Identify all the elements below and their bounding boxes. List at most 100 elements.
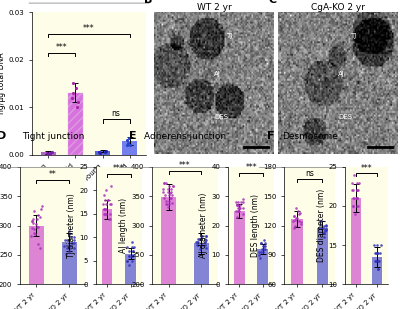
Y-axis label: DES diameter (nm): DES diameter (nm) — [317, 189, 326, 262]
Point — [203, 238, 210, 243]
Point — [103, 202, 109, 207]
Point — [105, 197, 111, 202]
Point — [291, 213, 297, 218]
Point — [35, 225, 42, 230]
Point — [124, 258, 130, 263]
Point — [161, 181, 167, 186]
Point — [108, 183, 114, 188]
Point — [234, 203, 241, 208]
Point — [292, 205, 299, 210]
Point — [164, 190, 171, 195]
Point — [38, 204, 45, 209]
Point — [129, 244, 135, 249]
Bar — [122, 141, 137, 154]
Point — [126, 263, 132, 268]
Text: E: E — [129, 131, 137, 141]
Point — [128, 239, 135, 244]
Bar — [41, 152, 56, 154]
Point — [64, 237, 70, 242]
Point — [235, 200, 241, 205]
Point — [234, 214, 240, 219]
Point — [320, 231, 326, 236]
Point — [36, 214, 43, 219]
Point — [130, 249, 136, 254]
Point — [161, 181, 168, 186]
Point — [197, 234, 204, 239]
Point — [73, 86, 80, 91]
Point — [318, 225, 324, 230]
Point — [295, 211, 302, 216]
Point — [202, 237, 208, 242]
Point — [372, 258, 379, 263]
Point — [374, 243, 380, 248]
Point — [61, 243, 67, 248]
Point — [167, 196, 173, 201]
Point — [194, 243, 200, 248]
Text: ns: ns — [112, 109, 120, 118]
Point — [374, 251, 380, 256]
Point — [258, 247, 265, 252]
Point — [350, 196, 357, 201]
Point — [124, 138, 130, 143]
Point — [33, 224, 40, 229]
Point — [70, 81, 76, 86]
Point — [100, 193, 107, 197]
Point — [350, 204, 356, 209]
Y-axis label: AJ diameter (nm): AJ diameter (nm) — [199, 193, 208, 258]
Text: TJ: TJ — [226, 33, 232, 39]
Point — [378, 243, 384, 248]
Point — [31, 231, 38, 236]
Point — [323, 223, 329, 228]
Text: ***: *** — [83, 24, 95, 33]
Point — [351, 211, 358, 216]
Point — [295, 208, 302, 213]
Point — [102, 150, 108, 154]
Point — [202, 239, 208, 244]
Point — [103, 188, 109, 193]
Point — [237, 203, 244, 208]
Point — [196, 247, 203, 252]
Point — [168, 193, 175, 197]
Point — [322, 229, 328, 234]
Point — [354, 188, 360, 193]
Point — [29, 219, 35, 224]
Point — [100, 202, 106, 207]
Point — [240, 200, 246, 205]
Point — [262, 243, 268, 248]
Text: Tight junction: Tight junction — [22, 132, 84, 141]
Point — [260, 243, 267, 248]
Point — [232, 208, 239, 213]
Point — [170, 184, 176, 189]
Point — [293, 215, 299, 220]
Point — [193, 239, 199, 244]
Point — [240, 211, 246, 216]
Text: Microbial DNA: Microbial DNA — [57, 0, 121, 2]
Point — [373, 258, 380, 263]
Text: TJ: TJ — [350, 33, 356, 39]
Point — [160, 187, 166, 192]
Point — [240, 197, 246, 201]
Point — [162, 198, 169, 203]
Point — [320, 223, 327, 228]
Point — [202, 243, 209, 248]
Point — [373, 251, 380, 256]
Point — [238, 200, 244, 205]
Text: AJ: AJ — [214, 71, 221, 77]
Title: CgA-KO 2 yr: CgA-KO 2 yr — [311, 2, 365, 11]
Point — [349, 188, 355, 193]
Point — [29, 218, 36, 223]
Point — [256, 252, 263, 257]
Point — [38, 207, 45, 212]
Point — [160, 190, 166, 195]
Text: Desmosome: Desmosome — [282, 132, 338, 141]
Point — [30, 216, 36, 221]
Point — [377, 251, 383, 256]
Point — [127, 142, 133, 147]
Point — [261, 241, 268, 246]
Point — [106, 216, 113, 221]
Text: DES: DES — [214, 114, 228, 120]
Point — [350, 196, 356, 201]
Point — [66, 248, 72, 253]
Point — [294, 215, 300, 220]
Point — [322, 222, 329, 227]
